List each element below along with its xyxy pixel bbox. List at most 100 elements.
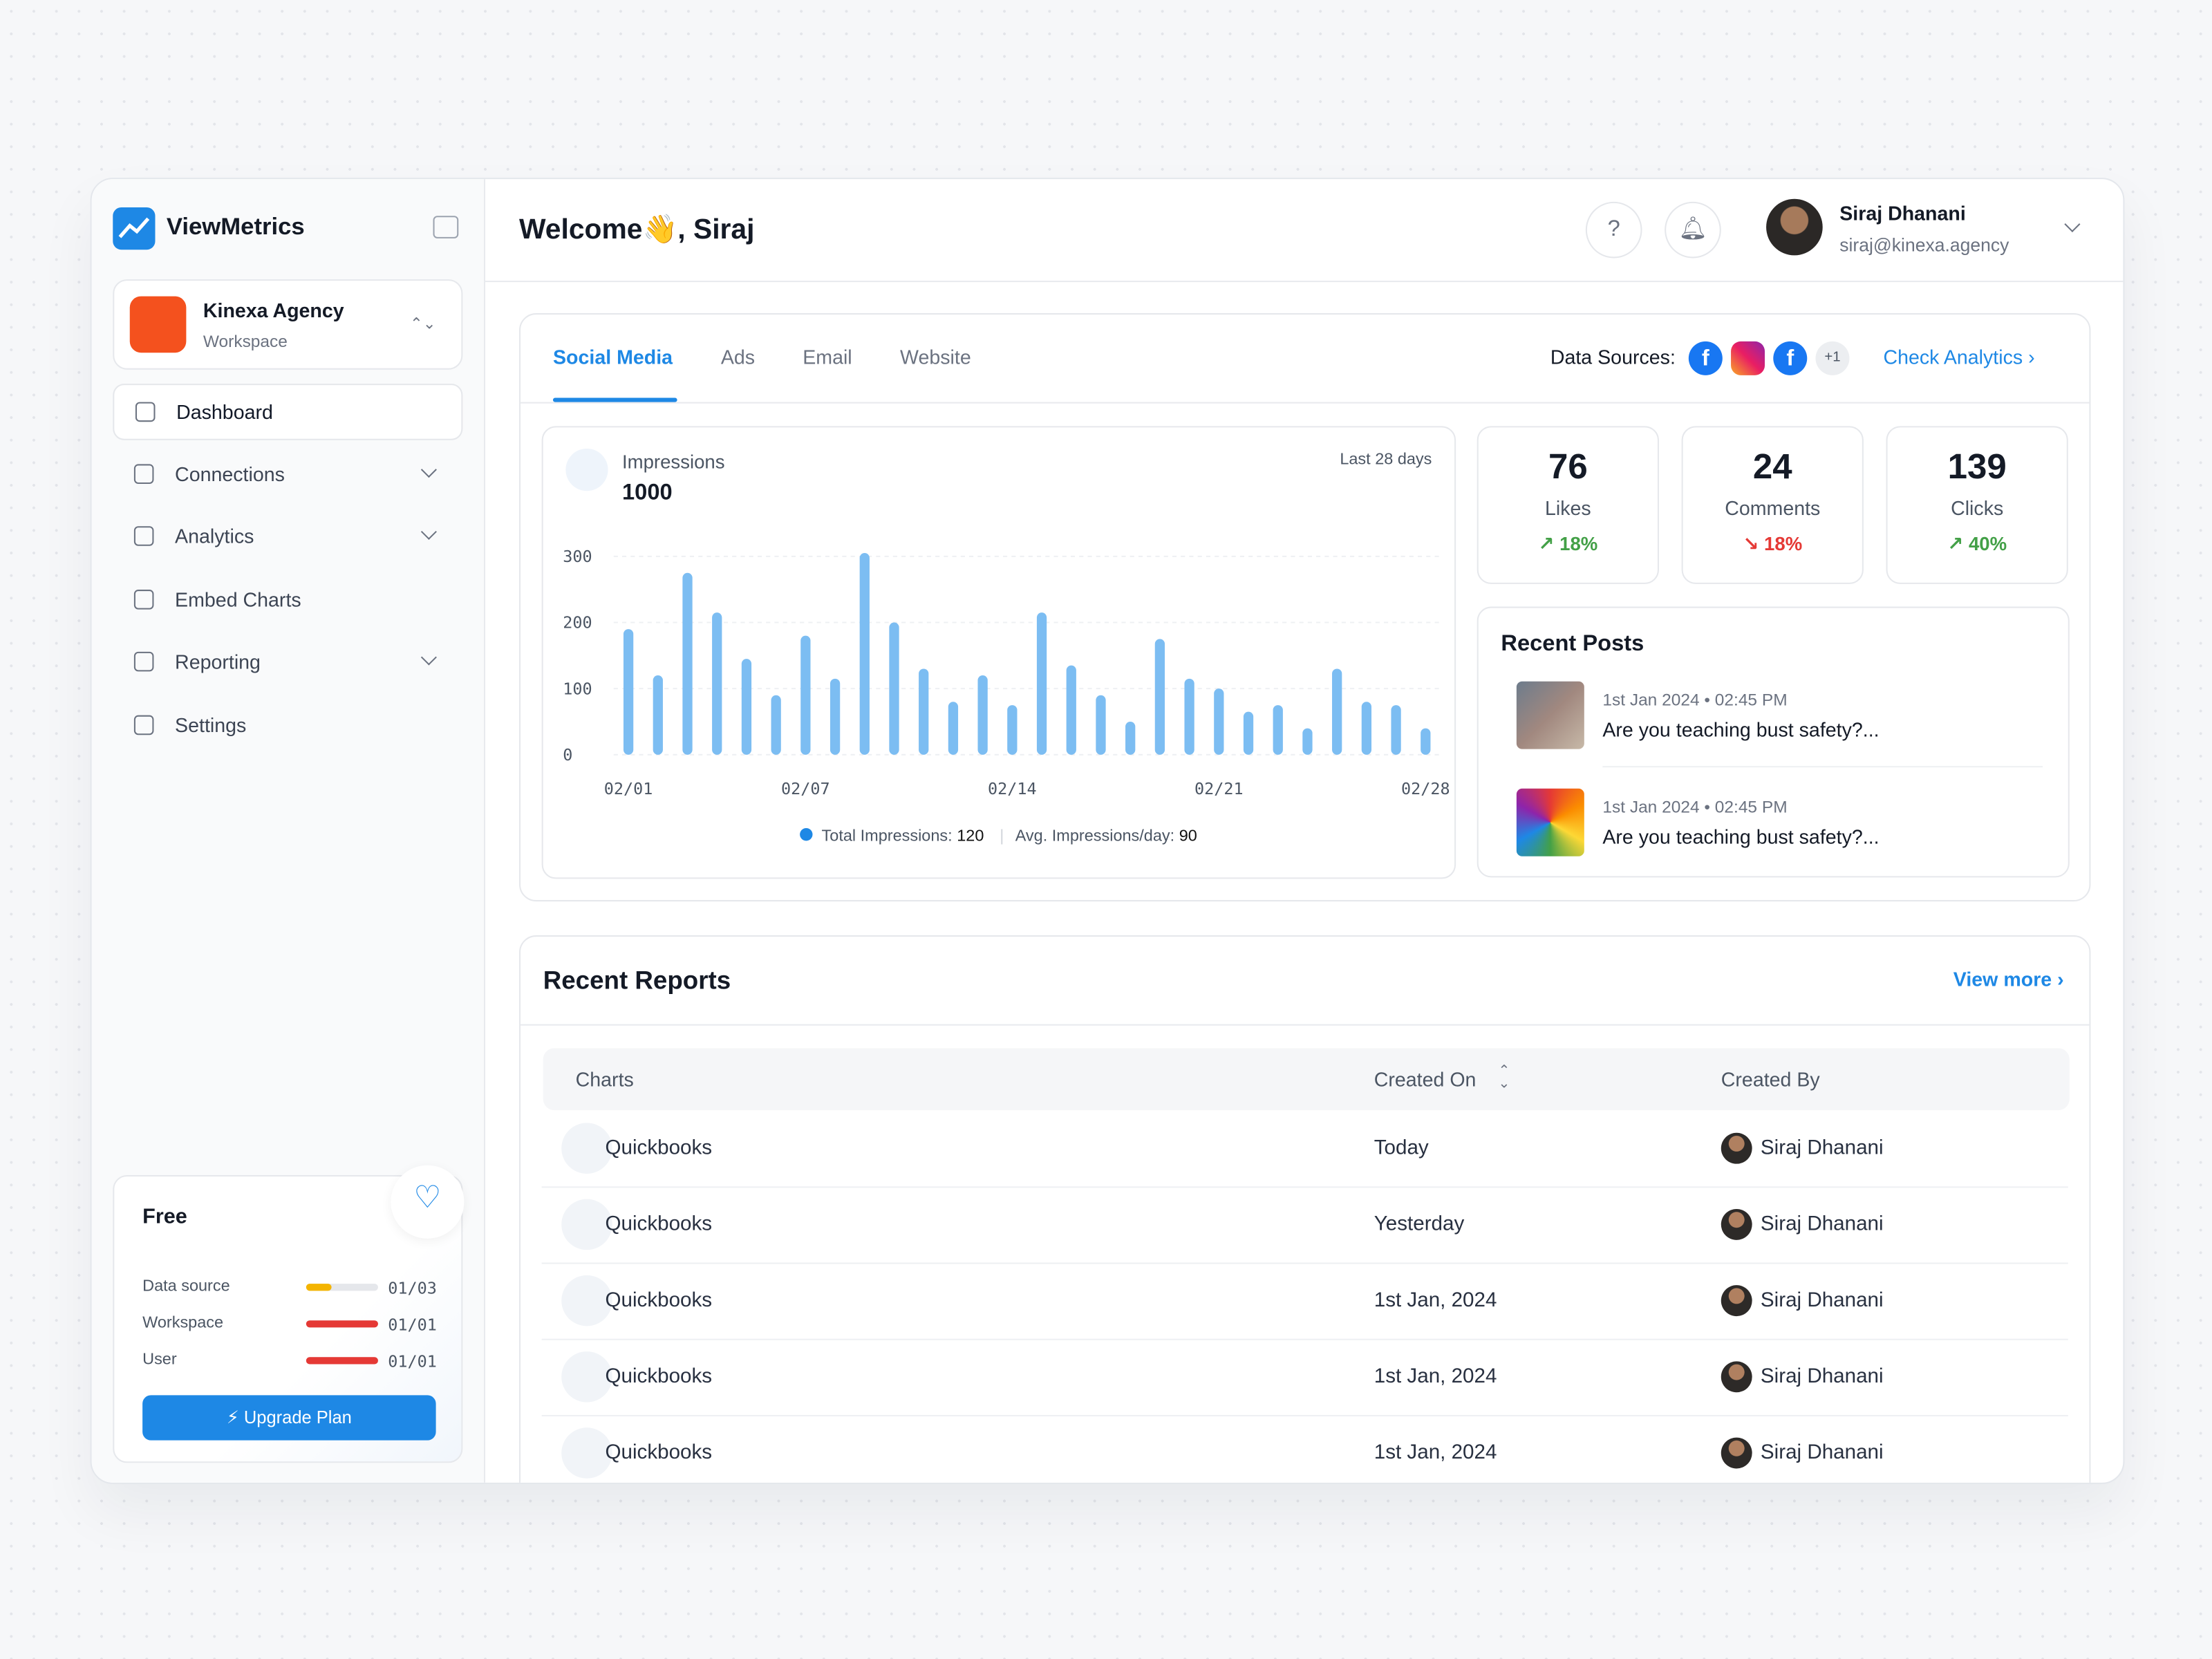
usage-track [306, 1357, 378, 1365]
tab[interactable]: Ads [720, 345, 756, 368]
workspace-icon [129, 296, 187, 353]
user-avatar [1766, 198, 1823, 256]
table-row[interactable]: Quickbooks Today Siraj Dhanani [541, 1110, 2068, 1188]
post-thumbnail [1516, 681, 1584, 749]
chart-icon [561, 1199, 612, 1250]
table-row[interactable]: Quickbooks 1st Jan, 2024 Siraj Dhanani [542, 1415, 2068, 1483]
x-tick-label: 02/21 [1194, 779, 1244, 798]
created-on: Yesterday [1374, 1213, 1465, 1236]
greeting: Welcome👋, Siraj [519, 214, 755, 246]
x-tick-label: 02/07 [781, 779, 830, 798]
nav-label: Analytics [175, 525, 254, 547]
change-value: 18% [1559, 533, 1598, 555]
nav-item[interactable]: Connections [113, 447, 460, 501]
recent-posts-title: Recent Posts [1501, 632, 1644, 656]
nav-item[interactable]: Settings [113, 698, 460, 752]
nav-item[interactable]: Dashboard [113, 384, 463, 440]
collapse-button[interactable] [433, 216, 459, 238]
bar [800, 635, 811, 755]
column-header: Created By [1721, 1067, 1820, 1091]
bar [1036, 612, 1047, 755]
stat-label: Clicks [1951, 496, 2004, 520]
nav-icon [133, 526, 154, 546]
stat-value: 76 [1548, 447, 1588, 487]
nav-icon [133, 590, 154, 610]
bar [1332, 668, 1342, 755]
usage-label: User [142, 1351, 177, 1369]
user-email: siraj@kinexa.agency [1839, 234, 2009, 256]
usage-track [306, 1284, 378, 1291]
nav-label: Connections [175, 462, 285, 486]
nav-label: Reporting [175, 650, 261, 673]
view-more-link[interactable]: View more › [1953, 967, 2064, 991]
brand: ViewMetrics [166, 213, 305, 240]
chart-icon [561, 1427, 612, 1479]
tab[interactable]: Email [803, 345, 852, 368]
trend-icon: ↘ [1743, 533, 1765, 555]
x-tick-label: 02/28 [1401, 779, 1450, 798]
stat-value: 139 [1947, 447, 2007, 487]
notifications-button[interactable]: 🔔︎ [1665, 201, 1721, 259]
bar [771, 695, 781, 755]
chart-period: Last 28 days [1340, 451, 1432, 469]
creator-avatar [1721, 1361, 1752, 1393]
change-value: 40% [1968, 533, 2007, 555]
stat-card: 24 Comments ↘ 18% [1681, 426, 1864, 584]
post-date: 1st Jan 2024 • 02:45 PM [1602, 689, 1788, 710]
stat-card: 139 Clicks ↗ 40% [1886, 426, 2068, 584]
creator-avatar [1721, 1132, 1752, 1164]
facebook-icon: f [1773, 341, 1808, 375]
bar [859, 553, 870, 755]
bar [741, 659, 752, 755]
bar [1214, 688, 1224, 755]
sidebar: ViewMetrics Kinexa Agency Workspace ⌃⌄ F… [91, 179, 486, 1483]
stat-change: ↗ 18% [1479, 533, 1658, 556]
created-by: Siraj Dhanani [1760, 1365, 1884, 1389]
bar [1273, 705, 1283, 755]
table-header [543, 1048, 2070, 1111]
reports-title: Recent Reports [543, 966, 731, 995]
plan-name: Free [142, 1204, 187, 1229]
usage-value: 01/01 [388, 1351, 437, 1371]
usage-label: Workspace [142, 1315, 224, 1332]
bar [653, 675, 663, 755]
tab[interactable]: Social Media [552, 345, 673, 368]
summary-dot [800, 827, 814, 841]
favorite-button[interactable]: ♡ [391, 1165, 465, 1239]
impressions-chart: 0 100 200 300 02/01 02/07 02/14 02/21 02/28 [563, 547, 1450, 798]
table-row[interactable]: Quickbooks 1st Jan, 2024 Siraj Dhanani [541, 1263, 2068, 1340]
usage-value: 01/03 [388, 1277, 437, 1298]
column-header[interactable]: Created On [1374, 1067, 1477, 1091]
post-text[interactable]: Are you teaching bust safety?... [1602, 825, 1880, 848]
post-thumbnail [1516, 788, 1584, 856]
bar [712, 612, 722, 755]
reports-panel: Recent Reports View more › [519, 935, 2091, 1483]
help-button[interactable]: ? [1585, 201, 1642, 259]
table-row[interactable]: Quickbooks Yesterday Siraj Dhanani [541, 1186, 2068, 1264]
bar [1361, 702, 1372, 755]
workspace-switcher[interactable]: Kinexa Agency Workspace ⌃⌄ [113, 279, 463, 370]
created-by: Siraj Dhanani [1760, 1289, 1884, 1312]
usage-fill [306, 1357, 378, 1365]
check-analytics-link[interactable]: Check Analytics › [1883, 345, 2035, 368]
nav-icon [133, 715, 154, 735]
nav-item[interactable]: Embed Charts [113, 573, 460, 627]
tab-indicator [552, 397, 677, 402]
upgrade-button[interactable]: ⚡ Upgrade Plan [142, 1395, 436, 1441]
trend-icon: ↗ [1947, 533, 1969, 555]
nav-item[interactable]: Analytics [113, 509, 460, 563]
nav-icon [133, 651, 154, 672]
nav-item[interactable]: Reporting [113, 635, 460, 688]
recent-posts-card: Recent Posts 1st Jan 2024 • 02:45 PM Are … [1477, 606, 2070, 878]
chart-name: Quickbooks [605, 1441, 713, 1465]
chart-name: Quickbooks [605, 1213, 713, 1236]
post-text[interactable]: Are you teaching bust safety?... [1602, 718, 1880, 741]
tab[interactable]: Website [900, 345, 971, 368]
post-date: 1st Jan 2024 • 02:45 PM [1602, 797, 1788, 817]
table-row[interactable]: Quickbooks 1st Jan, 2024 Siraj Dhanani [541, 1339, 2068, 1416]
bar [1154, 639, 1165, 755]
y-tick-label: 200 [563, 613, 592, 632]
nav-label: Dashboard [176, 400, 273, 424]
